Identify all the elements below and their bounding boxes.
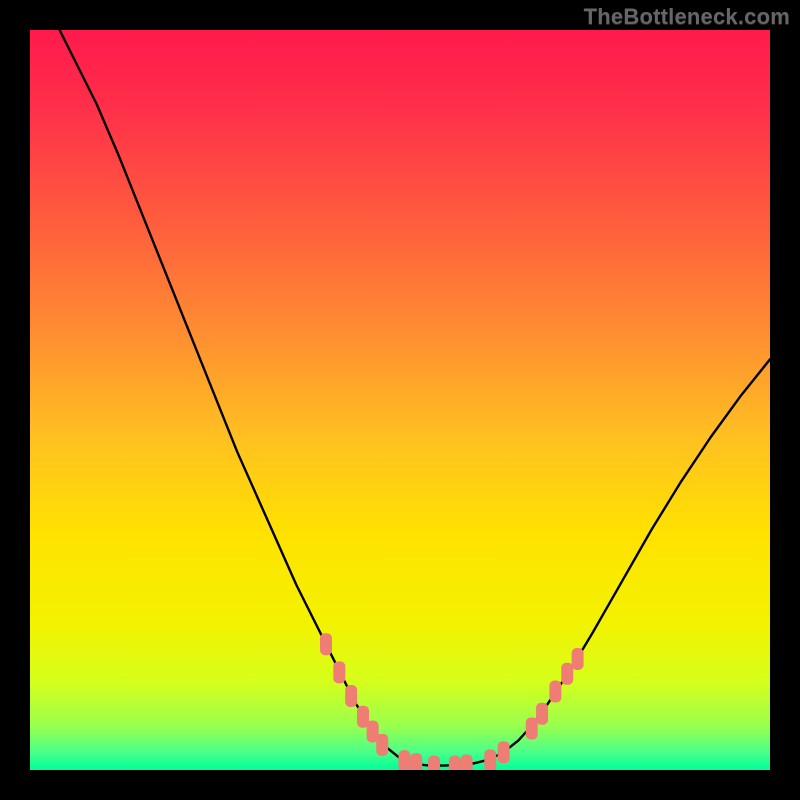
curve-marker [398, 750, 410, 772]
curve-marker [561, 663, 573, 685]
curve-marker [572, 648, 584, 670]
bottleneck-curve-plot [0, 0, 800, 800]
chart-root: TheBottleneck.com [0, 0, 800, 800]
curve-marker [320, 633, 332, 655]
plot-background [30, 30, 770, 770]
curve-marker [484, 749, 496, 771]
curve-marker [498, 741, 510, 763]
curve-marker [345, 685, 357, 707]
curve-marker [526, 718, 538, 740]
curve-marker [376, 734, 388, 756]
curve-marker [536, 703, 548, 725]
curve-marker [333, 661, 345, 683]
curve-marker [549, 681, 561, 703]
